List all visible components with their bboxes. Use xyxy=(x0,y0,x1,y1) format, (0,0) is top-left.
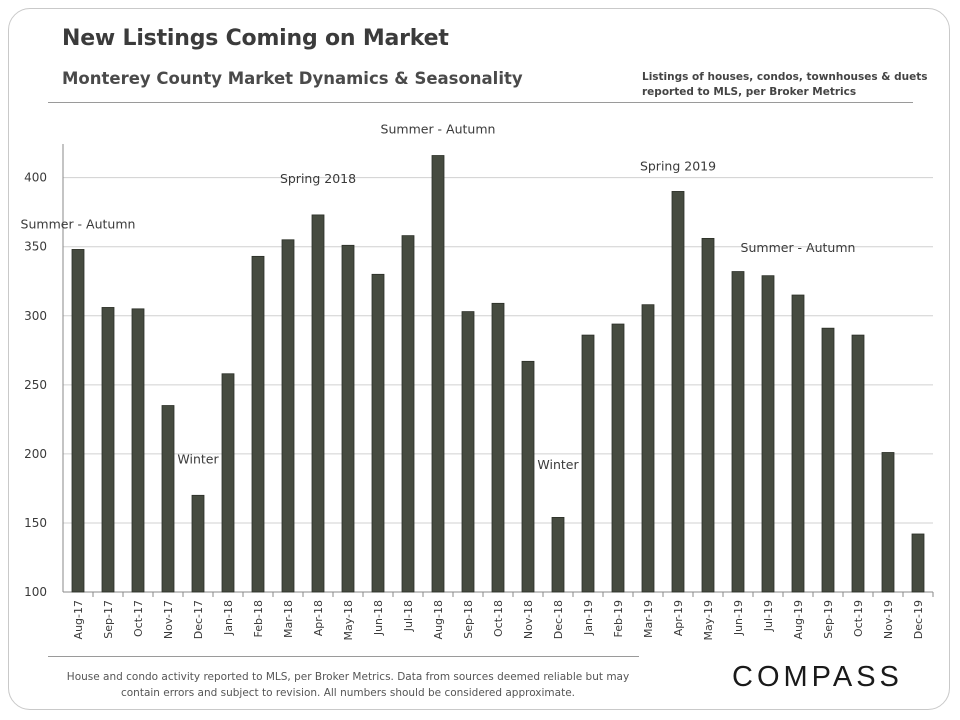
x-tick-label: Apr-18 xyxy=(312,600,325,636)
source-note-line-2: reported to MLS, per Broker Metrics xyxy=(642,86,857,98)
bar xyxy=(341,244,355,593)
bar xyxy=(611,323,625,593)
bar xyxy=(371,273,385,593)
bar xyxy=(881,452,895,593)
annotation-label: Winter xyxy=(177,452,219,467)
bar xyxy=(191,494,205,593)
x-tick-label: Sep-17 xyxy=(102,600,115,639)
slide-frame xyxy=(8,8,950,710)
y-tick-label: 100 xyxy=(24,585,47,599)
x-tick-label: Nov-18 xyxy=(522,600,535,639)
x-tick-label: Jun-18 xyxy=(372,600,385,636)
header-divider xyxy=(48,102,913,103)
y-tick-label: 350 xyxy=(24,240,47,254)
x-tick-label: Aug-17 xyxy=(72,600,85,639)
x-tick-label: Jun-19 xyxy=(732,600,745,636)
x-tick-label: May-18 xyxy=(342,600,355,641)
bar xyxy=(251,255,265,593)
bar xyxy=(101,307,115,593)
bar xyxy=(851,334,865,593)
y-tick-label: 200 xyxy=(24,447,47,461)
bar xyxy=(401,235,415,593)
source-note: Listings of houses, condos, townhouses &… xyxy=(642,70,932,100)
bar xyxy=(641,304,655,593)
x-tick-label: Jul-18 xyxy=(402,600,415,632)
annotation-label: Winter xyxy=(537,457,579,472)
bar xyxy=(431,155,445,593)
x-tick-label: Feb-19 xyxy=(612,600,625,637)
x-tick-label: Jan-19 xyxy=(582,600,595,636)
x-tick-label: Feb-18 xyxy=(252,600,265,637)
page-title: New Listings Coming on Market xyxy=(62,26,449,51)
disclaimer-line-1: House and condo activity reported to MLS… xyxy=(66,671,630,683)
x-tick-label: Dec-17 xyxy=(192,600,205,639)
x-tick-label: Oct-19 xyxy=(852,600,865,637)
x-tick-label: Nov-19 xyxy=(882,600,895,639)
bar xyxy=(131,308,145,593)
x-tick-label: Dec-19 xyxy=(912,600,925,639)
annotation-label: Spring 2018 xyxy=(280,171,356,186)
bar xyxy=(521,360,535,593)
x-tick-label: Sep-18 xyxy=(462,600,475,639)
bar xyxy=(731,271,745,593)
footer-divider xyxy=(48,656,639,657)
bar xyxy=(221,373,235,593)
bar xyxy=(551,517,565,593)
bar xyxy=(71,249,85,593)
bar xyxy=(281,239,295,593)
bar xyxy=(461,311,475,593)
annotation-label: Spring 2019 xyxy=(640,159,716,174)
y-tick-label: 300 xyxy=(24,309,47,323)
bar xyxy=(791,294,805,593)
bar xyxy=(161,405,175,593)
x-tick-label: May-19 xyxy=(702,600,715,641)
x-tick-label: Aug-19 xyxy=(792,600,805,639)
x-tick-label: Sep-19 xyxy=(822,600,835,639)
x-tick-label: Jul-19 xyxy=(762,600,775,632)
x-tick-label: Mar-18 xyxy=(282,600,295,638)
compass-logo-text: COMPASS xyxy=(732,661,903,693)
source-note-line-1: Listings of houses, condos, townhouses &… xyxy=(642,71,928,83)
bar xyxy=(311,214,325,593)
compass-logo: COMPASS xyxy=(732,661,903,693)
y-tick-label: 150 xyxy=(24,516,47,530)
bar xyxy=(581,334,595,593)
disclaimer-line-2: contain errors and subject to revision. … xyxy=(120,687,576,699)
bar xyxy=(701,237,715,593)
x-tick-label: Oct-18 xyxy=(492,600,505,637)
x-tick-label: Jan-18 xyxy=(222,600,235,636)
page-subtitle: Monterey County Market Dynamics & Season… xyxy=(62,69,523,88)
x-tick-label: Dec-18 xyxy=(552,600,565,639)
x-tick-label: Mar-19 xyxy=(642,600,655,638)
x-tick-label: Nov-17 xyxy=(162,600,175,639)
x-tick-label: Aug-18 xyxy=(432,600,445,639)
disclaimer: House and condo activity reported to MLS… xyxy=(48,669,648,701)
bar xyxy=(821,327,835,593)
y-tick-label: 250 xyxy=(24,378,47,392)
bar xyxy=(911,533,925,593)
annotation-label: Summer - Autumn xyxy=(741,240,856,255)
x-tick-label: Oct-17 xyxy=(132,600,145,637)
x-tick-label: Apr-19 xyxy=(672,600,685,636)
annotation-label: Summer - Autumn xyxy=(381,121,496,136)
annotation-label: Summer - Autumn xyxy=(21,217,136,232)
y-tick-label: 400 xyxy=(24,171,47,185)
bar xyxy=(761,275,775,593)
bar xyxy=(491,302,505,593)
bar xyxy=(671,191,685,593)
